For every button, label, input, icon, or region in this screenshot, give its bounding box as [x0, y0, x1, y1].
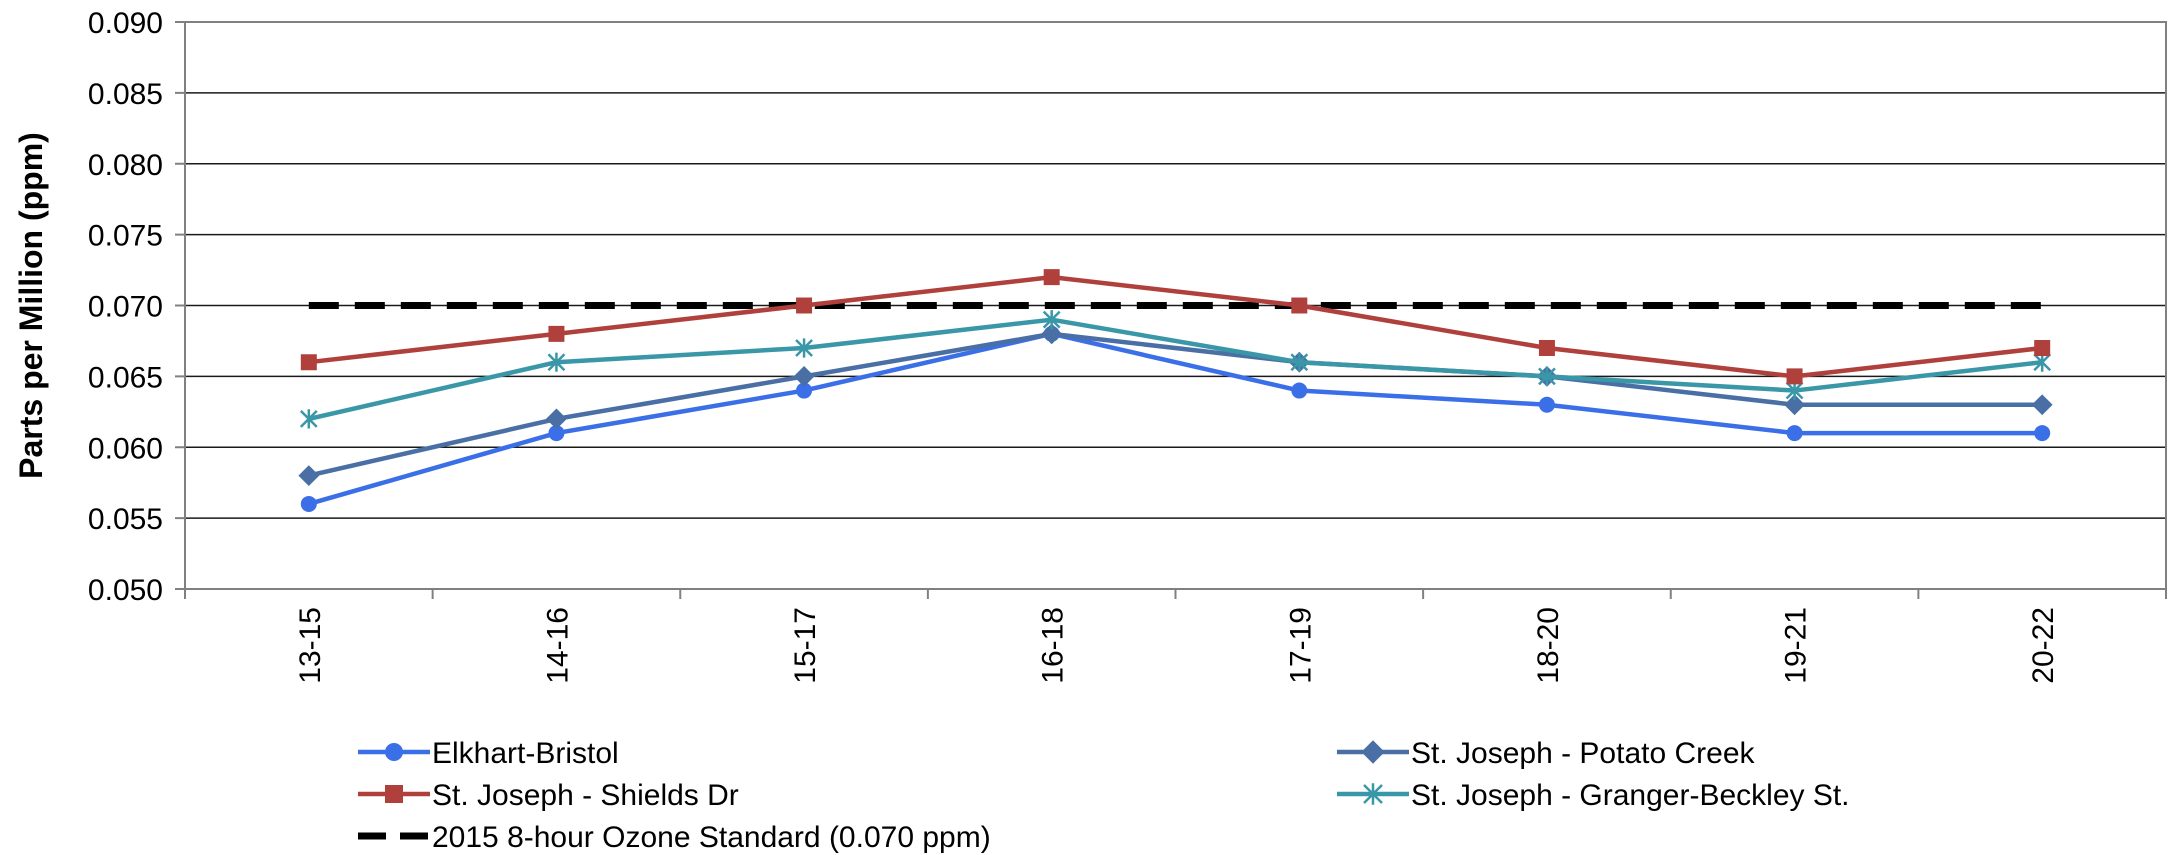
legend-marker	[1363, 783, 1383, 805]
legend-entry: 2015 8-hour Ozone Standard (0.070 ppm)	[358, 821, 991, 854]
y-tick-label: 0.080	[88, 149, 163, 182]
x-tick-label: 18-20	[1532, 607, 1565, 684]
y-axis-title: Parts per Million (ppm)	[13, 132, 49, 479]
data-point	[1291, 382, 1308, 399]
data-point	[2031, 394, 2053, 416]
x-tick-label: 19-21	[1780, 607, 1813, 684]
data-point	[299, 409, 318, 429]
data-point	[2034, 425, 2051, 442]
x-tick-label: 13-15	[294, 607, 327, 684]
series-1	[298, 323, 2053, 486]
y-tick-label: 0.085	[88, 78, 163, 111]
data-point	[1042, 310, 1061, 330]
x-axis-ticks: 13-15 14-16 15-17 16-18 17-19 18-20 19-21 20-22	[184, 589, 2167, 684]
data-point	[300, 354, 317, 371]
legend-entry: St. Joseph - Granger-Beckley St.	[1337, 779, 1850, 812]
data-point	[1786, 368, 1803, 385]
data-point	[548, 325, 565, 342]
series-group	[298, 269, 2053, 512]
x-tick-label: 15-17	[789, 607, 822, 684]
data-point	[298, 465, 320, 486]
legend-entry: St. Joseph - Potato Creek	[1337, 737, 1756, 770]
data-point	[1538, 340, 1555, 357]
y-tick-label: 0.050	[88, 574, 163, 607]
data-point	[2034, 340, 2051, 357]
gridlines	[185, 21, 2166, 590]
data-point	[1043, 269, 1060, 286]
data-point	[1041, 323, 1063, 345]
legend-entry: Elkhart-Bristol	[358, 737, 619, 770]
data-point	[547, 352, 566, 372]
legend-marker	[385, 743, 403, 761]
legend-marker	[385, 785, 403, 803]
x-tick-label: 16-18	[1037, 607, 1070, 684]
x-tick-label: 17-19	[1284, 607, 1317, 684]
legend-marker	[1361, 740, 1385, 764]
data-point	[300, 495, 317, 512]
data-point	[796, 297, 813, 314]
y-tick-label: 0.075	[88, 220, 163, 253]
legend-label: 2015 8-hour Ozone Standard (0.070 ppm)	[432, 821, 991, 854]
data-point	[796, 382, 813, 399]
data-point	[1538, 396, 1555, 413]
series-line	[308, 274, 2043, 379]
data-point	[548, 425, 565, 442]
data-point	[795, 338, 813, 358]
x-tick-label: 14-16	[541, 607, 574, 684]
data-point	[1784, 394, 1805, 416]
data-point	[793, 365, 815, 387]
y-tick-label: 0.055	[88, 503, 163, 536]
data-point	[546, 408, 567, 430]
y-tick-label: 0.065	[88, 361, 163, 394]
series-2	[300, 269, 2051, 385]
y-tick-label: 0.090	[88, 7, 163, 40]
series-line	[308, 331, 2043, 507]
series-line	[308, 331, 2043, 478]
data-point	[1538, 366, 1556, 386]
legend-label: St. Joseph - Granger-Beckley St.	[1411, 779, 1850, 812]
y-axis-ticks: 0.050 0.055 0.060 0.065 0.070 0.075 0.080 0.085…	[88, 7, 185, 607]
legend-label: St. Joseph - Potato Creek	[1411, 737, 1756, 770]
legend: Elkhart-Bristol St. Joseph - Potato Creek…	[358, 737, 1850, 854]
data-point	[1786, 425, 1803, 442]
series-line	[308, 317, 2043, 422]
series-0	[300, 325, 2051, 512]
x-tick-label: 20-22	[2027, 607, 2060, 684]
y-tick-label: 0.060	[88, 432, 163, 465]
data-point	[1290, 352, 1309, 372]
y-tick-label: 0.070	[88, 291, 163, 324]
legend-entry: St. Joseph - Shields Dr	[358, 779, 739, 812]
legend-label: St. Joseph - Shields Dr	[432, 779, 739, 812]
legend-label: Elkhart-Bristol	[432, 737, 619, 770]
data-point	[1291, 297, 1308, 314]
